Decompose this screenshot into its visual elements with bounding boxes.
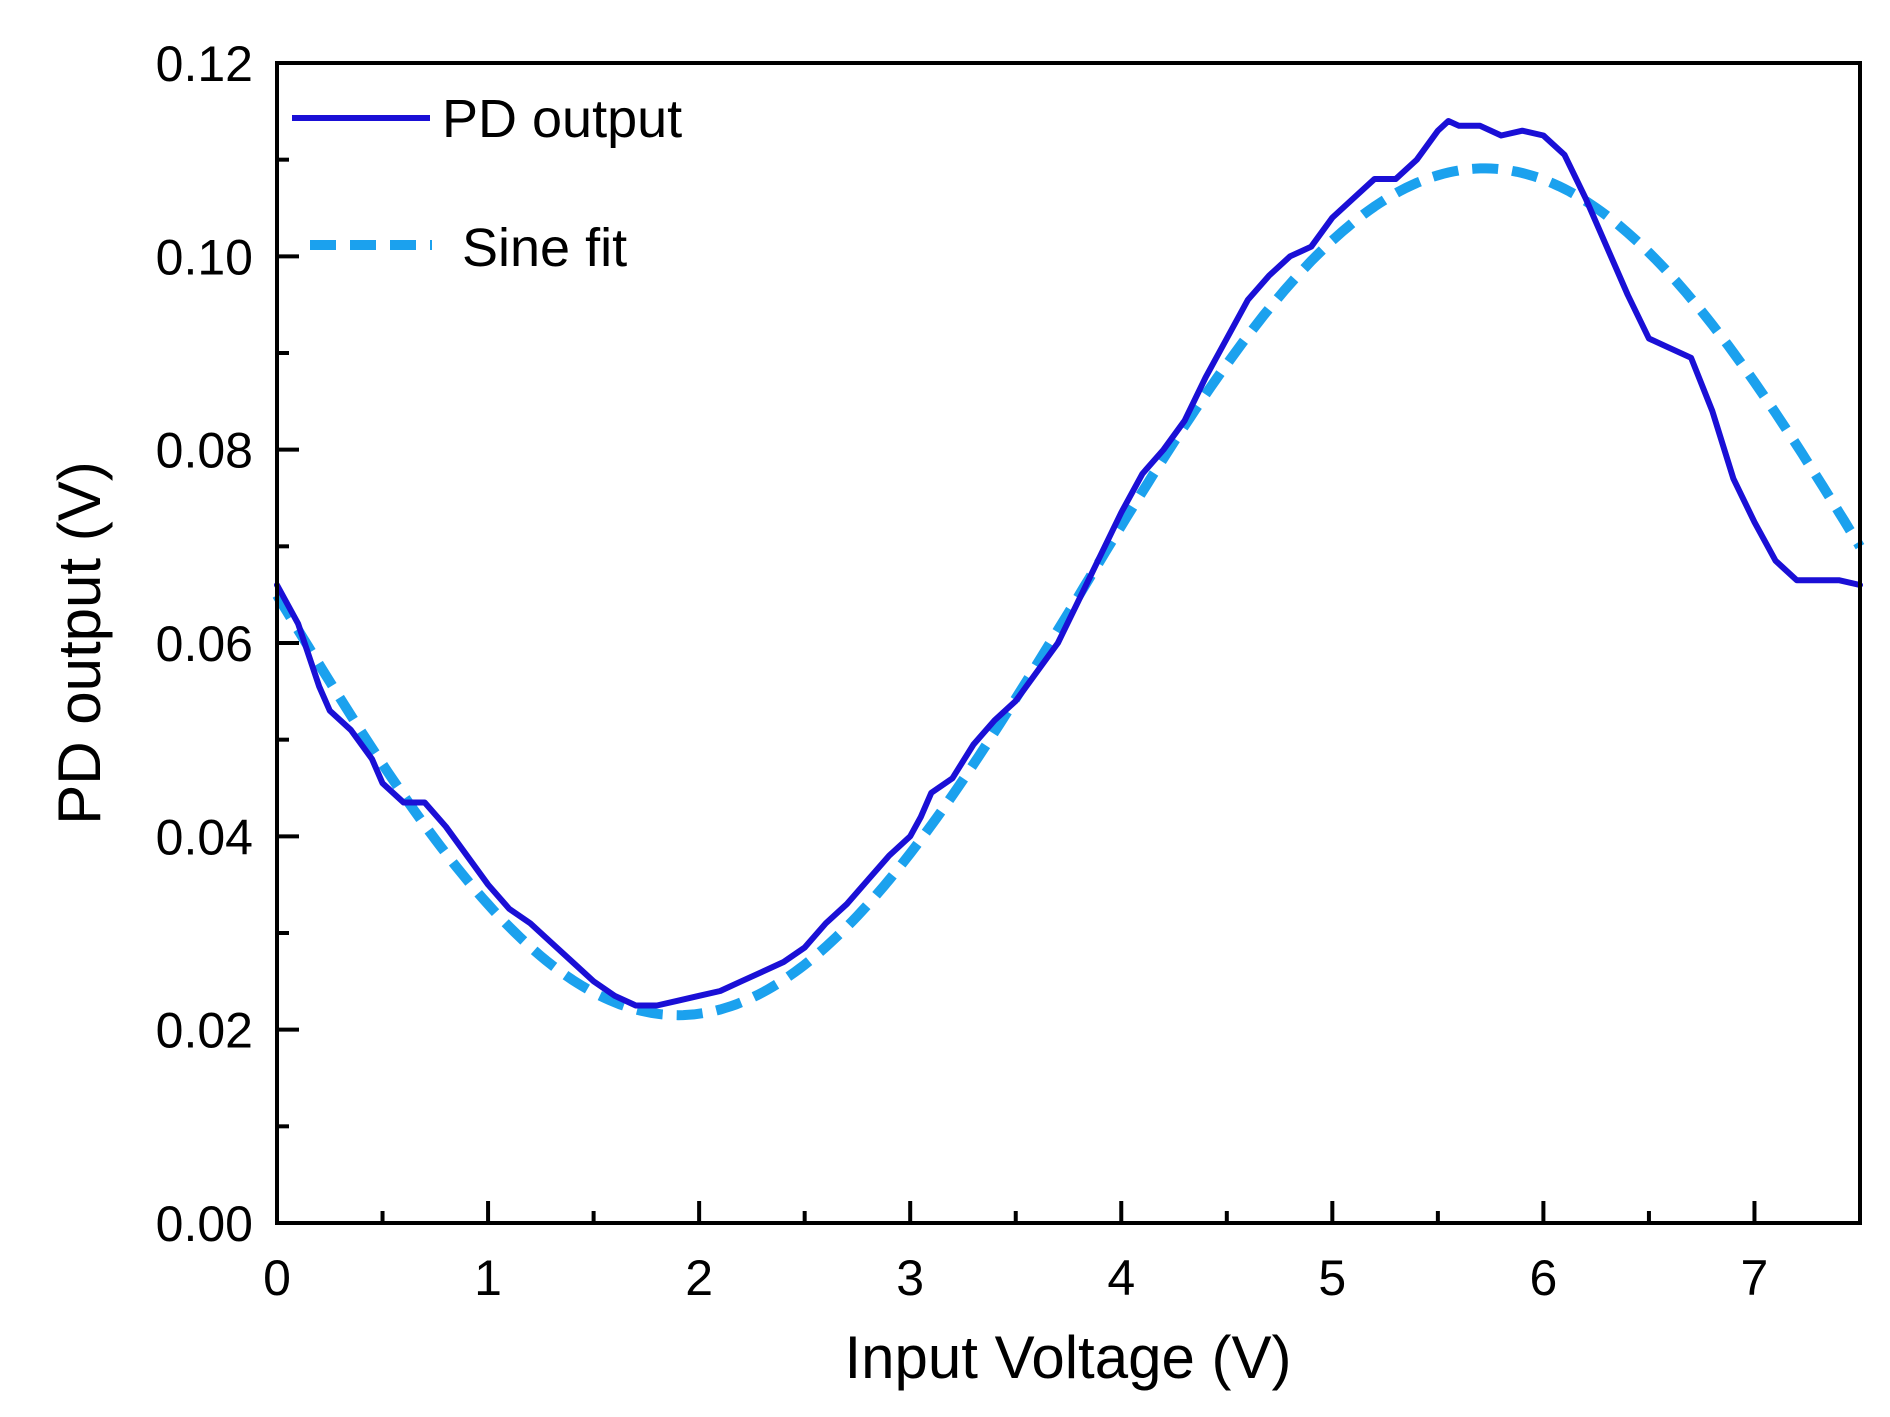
x-tick-label: 7 [1741, 1250, 1769, 1306]
x-tick-label: 2 [685, 1250, 713, 1306]
x-tick-label: 0 [263, 1250, 291, 1306]
legend-label-pd-output: PD output [442, 89, 682, 149]
plot-frame [275, 61, 1862, 1225]
y-tick-label: 0.00 [156, 1196, 253, 1252]
x-axis-title: Input Voltage (V) [845, 1324, 1292, 1391]
legend-label-sine-fit: Sine fit [462, 218, 627, 278]
x-tick-label: 4 [1107, 1250, 1135, 1306]
y-tick-label: 0.04 [156, 809, 253, 865]
y-tick-label: 0.02 [156, 1003, 253, 1059]
x-tick-label: 5 [1318, 1250, 1346, 1306]
x-tick-label: 1 [474, 1250, 502, 1306]
x-axis: 0 1 2 3 4 5 6 7 [263, 1201, 1768, 1306]
y-tick-label: 0.10 [156, 229, 253, 285]
x-tick-label: 6 [1529, 1250, 1557, 1306]
series-line-sine-fit [272, 163, 1865, 1021]
y-tick-label: 0.08 [156, 423, 253, 479]
y-axis: 0.00 0.02 0.04 0.06 0.08 0.10 0.12 [156, 36, 299, 1252]
series-line-pd-output [274, 118, 1863, 1009]
y-axis-title: PD output (V) [46, 461, 113, 825]
x-tick-label: 3 [896, 1250, 924, 1306]
legend: PD output Sine fit [292, 89, 682, 278]
plot-area [272, 118, 1865, 1021]
y-tick-label: 0.12 [156, 36, 253, 92]
y-tick-label: 0.06 [156, 616, 253, 672]
